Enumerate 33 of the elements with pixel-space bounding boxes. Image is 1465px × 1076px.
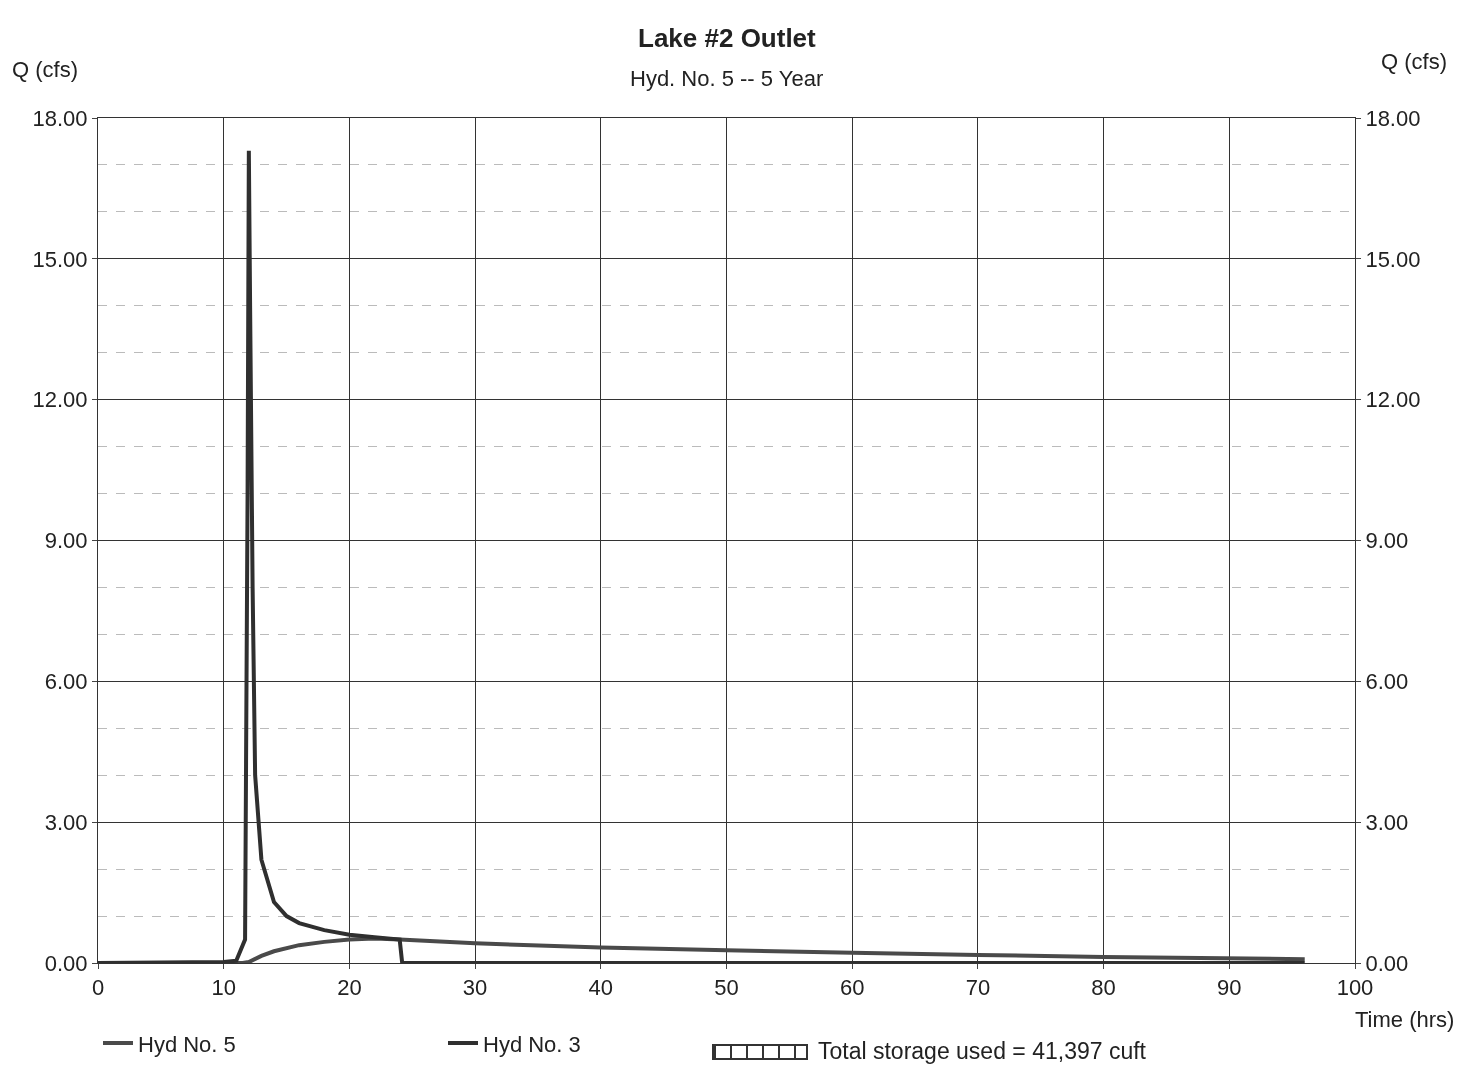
y-tick-label: 18.00 (32, 105, 88, 131)
y-tick-label: 12.00 (32, 387, 88, 413)
x-tick-label: 10 (211, 975, 236, 1001)
legend-label: Hyd No. 3 (483, 1031, 581, 1057)
x-tick-label: 100 (1336, 975, 1374, 1001)
x-tick-label: 40 (588, 975, 614, 1001)
y2-tick-label: 15.00 (1365, 246, 1421, 272)
y-tick-label: 15.00 (32, 246, 88, 272)
x-tick-label: 20 (337, 975, 362, 1001)
x-tick-label: 30 (462, 975, 488, 1001)
y2-axis-title: Q (cfs) (1381, 49, 1447, 74)
x-tick-label: 50 (714, 975, 739, 1001)
x-tick-label: 0 (91, 975, 105, 1001)
x-axis-title: Time (hrs) (1355, 1007, 1455, 1032)
x-tick-label: 70 (965, 975, 991, 1001)
chart-subtitle: Hyd. No. 5 -- 5 Year (630, 66, 824, 91)
y-axis-title: Q (cfs) (12, 57, 78, 82)
y-tick-label: 6.00 (44, 669, 88, 695)
chart-title: Lake #2 Outlet (638, 23, 817, 53)
y2-tick-label: 6.00 (1365, 669, 1409, 695)
text: Total storage used = 41,397 cuft (818, 1038, 1146, 1065)
x-tick-label: 80 (1091, 975, 1116, 1001)
y-tick-label: 0.00 (44, 950, 88, 976)
y-tick-label: 9.00 (44, 528, 88, 554)
y2-tick-label: 0.00 (1365, 950, 1409, 976)
y-tick-label: 3.00 (44, 809, 88, 835)
y2-tick-label: 3.00 (1365, 809, 1409, 835)
y2-tick-label: 12.00 (1365, 387, 1421, 413)
y2-tick-label: 18.00 (1365, 105, 1421, 131)
x-tick-label: 60 (839, 975, 865, 1001)
y2-tick-label: 9.00 (1365, 528, 1409, 554)
legend-label: Hyd No. 5 (138, 1031, 236, 1057)
x-tick-label: 90 (1217, 975, 1242, 1001)
